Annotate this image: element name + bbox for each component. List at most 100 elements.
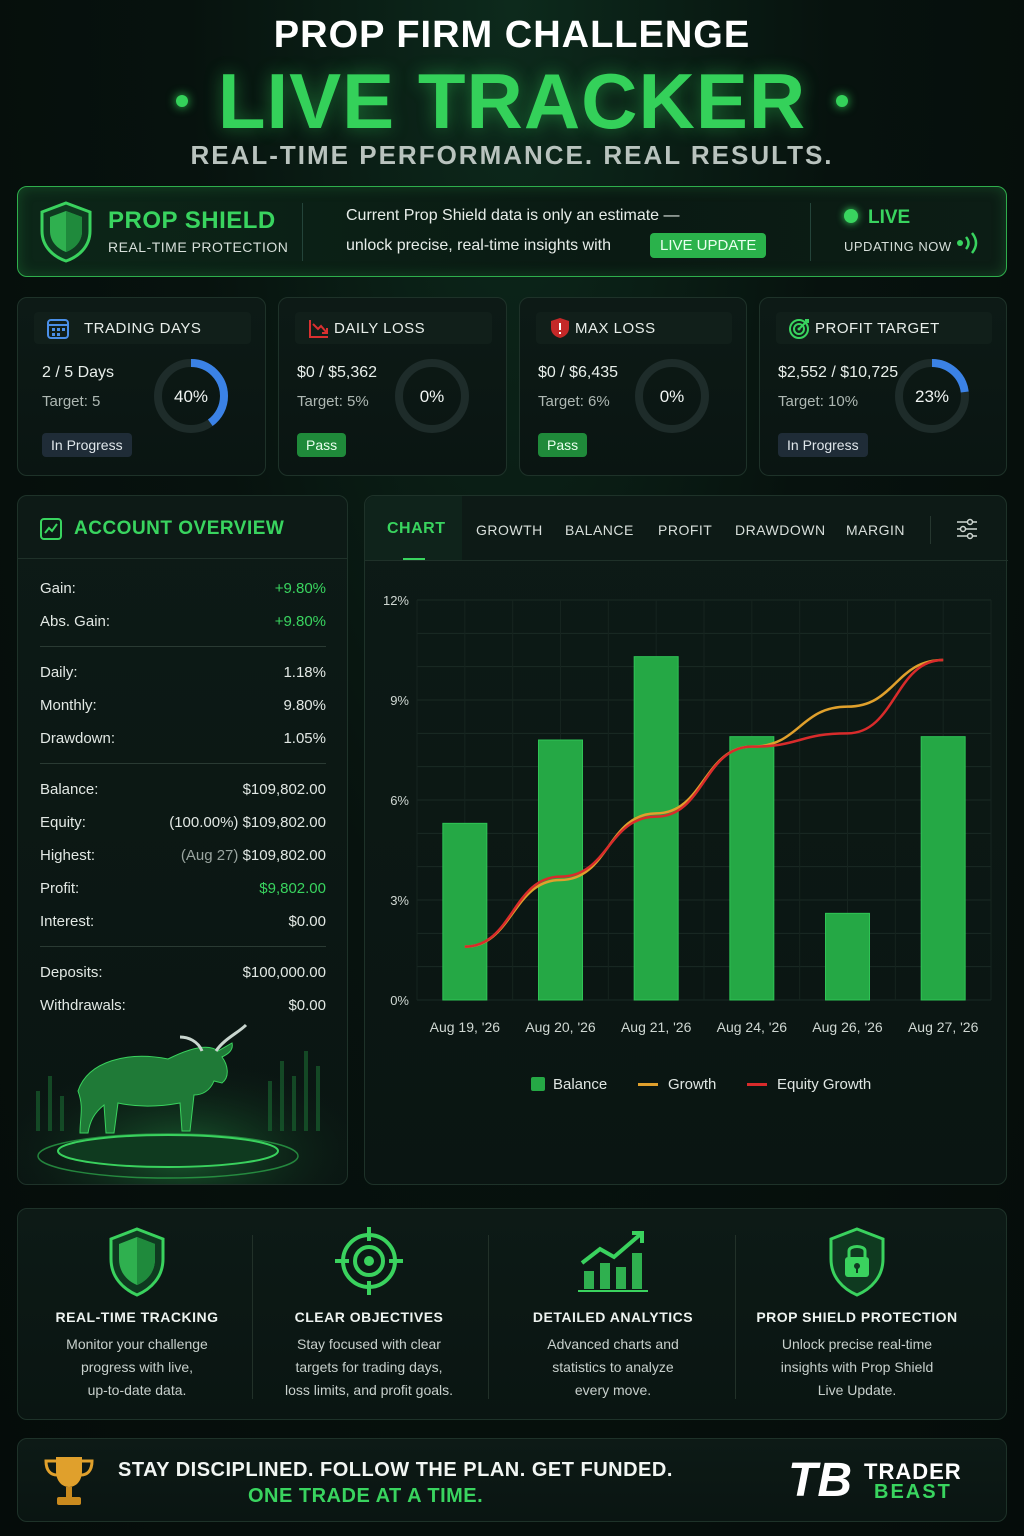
x-tick-label: Aug 27, '26	[908, 1019, 979, 1035]
live-label: LIVE	[868, 207, 911, 228]
row-gain: Gain: +9.80%	[40, 580, 326, 597]
monthly-label: Monthly:	[40, 697, 97, 714]
stat-card-trading-days: TRADING DAYS 2 / 5 Days Target: 5 In Pro…	[17, 297, 266, 476]
withdrawals-label: Withdrawals:	[40, 997, 126, 1014]
tab-chart[interactable]: CHART	[387, 520, 446, 537]
stat-header-bg	[34, 312, 251, 344]
highest-value: $109,802.00	[242, 847, 326, 864]
active-tab-bg	[365, 496, 462, 560]
progress-ring: 23%	[895, 359, 969, 433]
title-line-1: PROP FIRM CHALLENGE	[273, 14, 751, 56]
status-badge: In Progress	[42, 433, 132, 457]
stat-value: $2,552 / $10,725	[778, 364, 899, 381]
row-abs-gain: Abs. Gain: +9.80%	[40, 613, 326, 630]
stat-value: $0 / $6,435	[538, 364, 619, 381]
row-daily: Daily: 1.18%	[40, 664, 326, 681]
settings-sliders-icon[interactable]	[955, 518, 979, 540]
stat-card-daily-loss: DAILY LOSS $0 / $5,362 Target: 5% Pass 0…	[278, 297, 507, 476]
legend-swatch	[747, 1083, 767, 1086]
interest-label: Interest:	[40, 913, 95, 930]
banner-brand-title: PROP SHIELD	[108, 207, 276, 234]
banner-divider	[810, 203, 811, 261]
target-icon	[789, 319, 809, 339]
stat-target: Target: 10%	[778, 393, 859, 410]
overview-chart-icon	[40, 518, 62, 540]
bar-balance	[825, 912, 870, 1001]
progress-percent: 40%	[174, 387, 208, 406]
tab-drawdown[interactable]: DRAWDOWN	[735, 522, 826, 538]
row-deposits: Deposits: $100,000.00	[40, 964, 326, 981]
abs-gain-value: +9.80%	[274, 613, 326, 630]
stat-title: TRADING DAYS	[84, 320, 202, 337]
feature-divider	[252, 1235, 253, 1399]
footer-line-1: STAY DISCIPLINED. FOLLOW THE PLAN. GET F…	[118, 1459, 673, 1481]
highest-label: Highest:	[40, 847, 96, 864]
bull-illustration	[18, 1021, 347, 1184]
progress-ring-track	[635, 359, 709, 433]
stat-header-bg	[776, 312, 992, 344]
x-tick-label: Aug 24, '26	[717, 1019, 788, 1035]
x-tick-label: Aug 21, '26	[621, 1019, 692, 1035]
live-dot-icon	[844, 209, 858, 223]
stat-title: MAX LOSS	[575, 320, 656, 337]
legend-label: Balance	[553, 1076, 608, 1093]
feature-desc-line: loss limits, and profit goals.	[284, 1382, 454, 1398]
balance-value: $109,802.00	[242, 781, 326, 798]
tab-margin[interactable]: MARGIN	[846, 522, 905, 538]
feature-desc-line: insights with Prop Shield	[780, 1359, 934, 1375]
progress-ring-fill	[895, 359, 969, 433]
analytics-icon	[578, 1231, 648, 1292]
row-equity: Equity: (100.00%) $109,802.00	[40, 814, 326, 831]
row-withdrawals: Withdrawals: $0.00	[40, 997, 326, 1014]
tab-profit[interactable]: PROFIT	[658, 522, 713, 538]
y-tick-label: 6%	[390, 793, 409, 808]
tab-balance[interactable]: BALANCE	[565, 522, 634, 538]
overview-header-divider	[18, 558, 347, 559]
shield-alert-icon	[551, 318, 569, 338]
legend-label: Equity Growth	[777, 1076, 872, 1093]
live-update-button[interactable]: LIVE UPDATE	[650, 233, 767, 258]
logo-mark-text: TB	[788, 1454, 852, 1507]
row-drawdown: Drawdown: 1.05%	[40, 730, 326, 747]
stat-title: PROFIT TARGET	[815, 320, 940, 337]
monthly-value: 9.80%	[283, 697, 326, 714]
status-badge: Pass	[297, 433, 347, 457]
feature-divider	[488, 1235, 489, 1399]
equity-label: Equity:	[40, 814, 86, 831]
shield-icon	[109, 1227, 165, 1297]
row-profit: Profit: $9,802.00	[40, 880, 326, 897]
banner-message-2: unlock precise, real-time insights with	[346, 237, 611, 254]
active-tab-indicator	[403, 558, 425, 560]
chart-down-icon	[309, 320, 328, 338]
balance-label: Balance:	[40, 781, 99, 798]
interest-value: $0.00	[288, 913, 326, 930]
x-tick-label: Aug 20, '26	[525, 1019, 596, 1035]
gain-label: Gain:	[40, 580, 76, 597]
legend-label: Growth	[668, 1076, 717, 1093]
account-overview-panel: ACCOUNT OVERVIEW Gain: +9.80% Abs. Gain: +…	[17, 495, 348, 1185]
overview-divider	[40, 946, 326, 947]
progress-percent: 23%	[915, 387, 949, 406]
feature-desc-line: Unlock precise real-time	[781, 1336, 933, 1352]
progress-ring: 0%	[395, 359, 469, 433]
bar-balance	[442, 822, 488, 1001]
bar-balance	[729, 736, 775, 1001]
feature-title: REAL-TIME TRACKING	[55, 1309, 219, 1325]
stat-value: $0 / $5,362	[297, 364, 378, 381]
progress-percent: 0%	[420, 387, 445, 406]
title-line-2: LIVE TRACKER	[0, 56, 1024, 147]
row-interest: Interest: $0.00	[40, 913, 326, 930]
tab-growth[interactable]: GROWTH	[476, 522, 543, 538]
progress-ring-fill	[154, 359, 228, 433]
y-tick-label: 0%	[390, 993, 409, 1008]
overview-divider	[40, 763, 326, 764]
title-live-tracker: LIVE TRACKER	[217, 57, 807, 145]
shield-icon	[40, 201, 92, 263]
daily-label: Daily:	[40, 664, 78, 681]
y-tick-label: 12%	[383, 593, 409, 608]
updating-label: UPDATING NOW	[844, 239, 952, 254]
feature-desc-line: statistics to analyze	[552, 1359, 674, 1375]
line-equity-growth	[464, 658, 944, 948]
trader-beast-logo-mark: TB	[788, 1453, 852, 1509]
highest-date: (Aug 27)	[180, 847, 239, 864]
